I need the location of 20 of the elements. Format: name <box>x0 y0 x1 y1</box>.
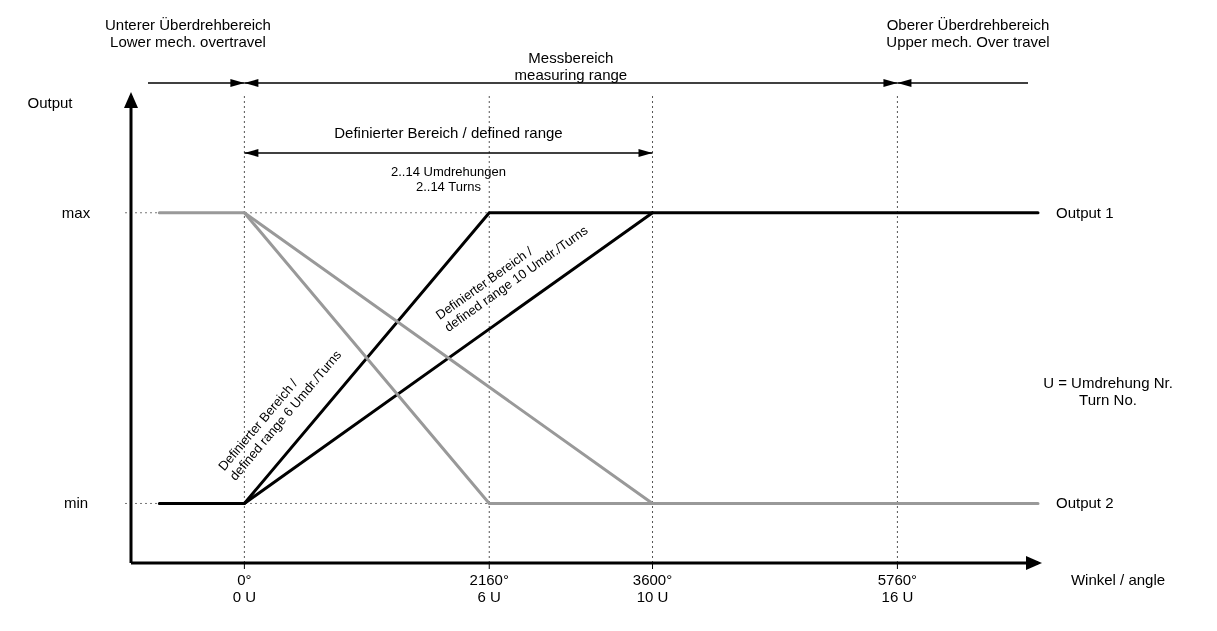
text: Unterer Überdrehbereich Lower mech. overtravel <box>105 16 271 51</box>
x-tick-label: 0° <box>237 571 252 588</box>
x-axis-title: Winkel / angle <box>1070 571 1166 588</box>
ref-line-label: max <box>61 203 91 221</box>
text: 6 U <box>477 588 501 605</box>
text: 0 U <box>232 588 257 605</box>
series-label: Output 2 <box>1056 494 1114 512</box>
x-tick-label: 5760° <box>877 571 918 588</box>
ref-line-label: min <box>63 494 89 512</box>
text: 10 U <box>636 588 669 605</box>
text: Output <box>27 94 74 111</box>
text: Definierter Bereich / defined range <box>334 124 563 141</box>
text: 2..14 Umdrehungen 2..14 Turns <box>390 164 506 194</box>
series-label: Output 1 <box>1056 203 1114 221</box>
text: 16 U <box>881 588 914 605</box>
text: Oberer Überdrehbereich Upper mech. Over travel <box>886 16 1050 51</box>
x-tick-label: 2160° <box>469 571 509 588</box>
text: Messbereich measuring range <box>514 49 628 84</box>
x-tick-label: 3600° <box>632 571 673 588</box>
text: U = Umdrehung Nr. Turn No. <box>1043 374 1173 409</box>
